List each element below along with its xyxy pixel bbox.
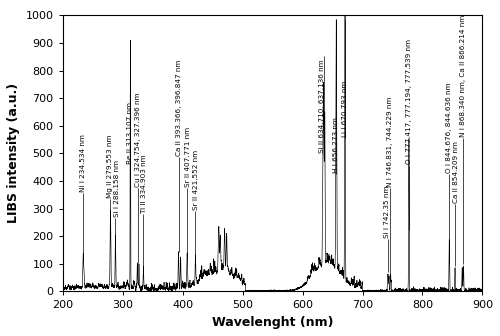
Text: Ti II 334.903 nm: Ti II 334.903 nm	[142, 154, 148, 213]
Text: N I 746.831, 744.229 nm: N I 746.831, 744.229 nm	[387, 96, 393, 186]
Text: N I 868.340 nm, Ca II 866.214 nm: N I 868.340 nm, Ca II 866.214 nm	[460, 14, 466, 137]
X-axis label: Wavelenght (nm): Wavelenght (nm)	[212, 316, 334, 329]
Text: Si I 742.35 nm: Si I 742.35 nm	[384, 185, 390, 238]
Text: Sr II 421.552 nm: Sr II 421.552 nm	[193, 150, 199, 210]
Text: O I 777.417, 777.194, 777.539 nm: O I 777.417, 777.194, 777.539 nm	[406, 39, 412, 164]
Text: Ca II 393.366, 396.847 nm: Ca II 393.366, 396.847 nm	[176, 60, 182, 156]
Text: Ni I 234.534 nm: Ni I 234.534 nm	[80, 134, 86, 192]
Y-axis label: LIBS intensity (a.u.): LIBS intensity (a.u.)	[7, 83, 20, 223]
Text: H I 656.273 nm: H I 656.273 nm	[334, 117, 340, 173]
Text: Si I 288.158 nm: Si I 288.158 nm	[114, 160, 119, 217]
Text: Si II 634.710, 637.136 nm: Si II 634.710, 637.136 nm	[320, 60, 326, 154]
Text: O I 844.676, 844.636 nm: O I 844.676, 844.636 nm	[446, 82, 452, 173]
Text: Ca II 854.209 nm: Ca II 854.209 nm	[453, 141, 459, 203]
Text: Cu I 324.754, 327.396 nm: Cu I 324.754, 327.396 nm	[135, 92, 141, 186]
Text: Be II 313.107 nm: Be II 313.107 nm	[128, 102, 134, 164]
Text: Sr II 407.771 nm: Sr II 407.771 nm	[185, 126, 191, 186]
Text: Mg II 279.553 nm: Mg II 279.553 nm	[107, 134, 113, 198]
Text: Li I 670.793 nm: Li I 670.793 nm	[342, 81, 348, 137]
